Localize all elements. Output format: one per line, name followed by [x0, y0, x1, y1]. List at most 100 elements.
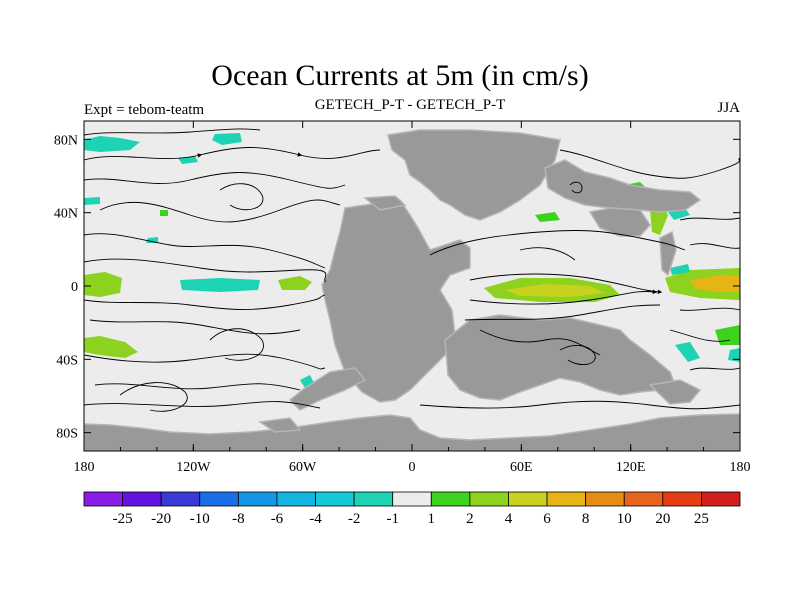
colorbar-swatch	[508, 491, 548, 507]
streamline	[84, 172, 346, 189]
streamline	[669, 329, 731, 342]
streamline	[84, 233, 326, 269]
land-pangea-west	[321, 199, 471, 403]
streamline	[679, 307, 740, 311]
streamline	[559, 344, 596, 366]
land-east-block	[588, 207, 651, 237]
land-north-asia	[544, 159, 702, 213]
patch-green-pacific-east	[278, 276, 312, 290]
streamline	[94, 383, 301, 391]
colorbar-label: 20	[655, 511, 670, 527]
colorbar-label: -25	[113, 511, 133, 527]
patch-cyan-south-east	[728, 348, 740, 362]
streamline	[219, 183, 264, 211]
land-south-pangea-tip	[288, 367, 367, 411]
colorbar-swatch	[662, 491, 702, 507]
colorbar-swatch	[160, 491, 201, 507]
colorbar-swatch	[122, 491, 162, 507]
landmasses	[84, 129, 740, 451]
streamline	[419, 400, 740, 410]
colorbar-swatch	[276, 491, 316, 507]
streamline	[209, 328, 264, 361]
x-tick-label: 60W	[289, 460, 317, 475]
patch-cyan-arctic	[84, 136, 140, 152]
streamline	[84, 294, 326, 310]
colorbar-label: 1	[428, 511, 436, 527]
colorbar-swatch	[623, 491, 664, 507]
colorbar-swatch	[701, 491, 741, 507]
streamline	[464, 304, 661, 321]
land-antarctic	[84, 413, 740, 451]
colorbar-label: -20	[151, 511, 171, 527]
streamline	[689, 243, 740, 249]
y-tick-label: 40N	[54, 207, 78, 222]
x-tick-label: 120E	[616, 460, 646, 475]
map-area	[84, 121, 740, 451]
colorbar-label: 25	[694, 511, 709, 527]
y-axis-ticks: 80N 40N 0 40S 80S	[54, 133, 740, 442]
colorbar-swatch	[83, 491, 123, 507]
streamline	[84, 353, 326, 370]
patch-green-pacific-west	[84, 272, 122, 297]
streamline	[559, 149, 740, 179]
patch-orange-panthalassa-east	[690, 275, 740, 292]
season-label: JJA	[717, 100, 740, 116]
x-tick-label: 120W	[176, 460, 211, 475]
dataset-subtitle: GETECH_P-T - GETECH_P-T	[314, 97, 506, 113]
colorbar-swatch	[315, 491, 355, 507]
patch-green-small	[160, 210, 168, 216]
streamline	[84, 147, 381, 161]
land-pangea-south	[444, 314, 676, 401]
streamline	[84, 401, 321, 409]
streamlines	[84, 128, 740, 412]
colorbar-label: -8	[232, 511, 245, 527]
streamline	[469, 289, 658, 305]
y-tick-label: 80S	[56, 427, 78, 442]
patch-cyan-south-east	[675, 342, 700, 362]
colorbar-swatch	[237, 491, 278, 507]
x-tick-label: 60E	[510, 460, 533, 475]
colorbar-label: -4	[309, 511, 322, 527]
streamline	[84, 128, 261, 136]
land-south-peninsula	[648, 379, 702, 405]
streamline	[679, 217, 740, 221]
patch-green-south-pacific	[84, 336, 138, 358]
streamline	[689, 367, 740, 371]
colorbar-label: 6	[543, 511, 551, 527]
colorbar-label: -1	[386, 511, 399, 527]
streamline	[429, 230, 686, 256]
colorbar-swatch	[392, 491, 432, 507]
streamline	[89, 319, 301, 335]
x-tick-label: 180	[74, 460, 95, 475]
x-axis-ticks: 180 120W 60W 0 60E 120E 180	[74, 121, 751, 475]
streamline	[519, 247, 576, 261]
x-tick-label: 0	[409, 460, 416, 475]
patch-cyan-equatorial-pacific	[180, 278, 260, 292]
streamline	[469, 273, 663, 295]
colorbar-label: -6	[271, 511, 284, 527]
colorbar-label: 8	[582, 511, 590, 527]
streamline	[99, 199, 341, 223]
x-tick-label: 180	[730, 460, 751, 475]
patch-cyan-arctic	[212, 133, 242, 145]
patch-green-east-asia	[650, 205, 668, 235]
patch-cyan-small	[146, 237, 158, 243]
experiment-label: Expt = tebom-teatm	[84, 102, 205, 118]
colorbar-label: 10	[617, 511, 632, 527]
colorbar-swatch	[546, 491, 587, 507]
streamline	[119, 382, 188, 412]
colorbar: -25 -20 -10 -8 -6 -4 -2 -1 1 2 4 6 8 10 20 25	[83, 491, 741, 527]
colorbar-swatch	[430, 491, 471, 507]
colorbar-label: 4	[505, 511, 513, 527]
y-tick-label: 80N	[54, 133, 78, 148]
land-southern-tip	[257, 417, 302, 433]
land-pangea-north	[387, 129, 561, 221]
colorbar-swatch	[353, 491, 394, 507]
streamline	[84, 258, 327, 283]
colorbar-swatch	[469, 491, 509, 507]
patch-green-small	[535, 212, 560, 222]
land-sea-island	[363, 195, 407, 211]
streamline	[569, 181, 583, 194]
colorbar-label: 2	[466, 511, 474, 527]
patch-green-south-east	[715, 325, 740, 345]
